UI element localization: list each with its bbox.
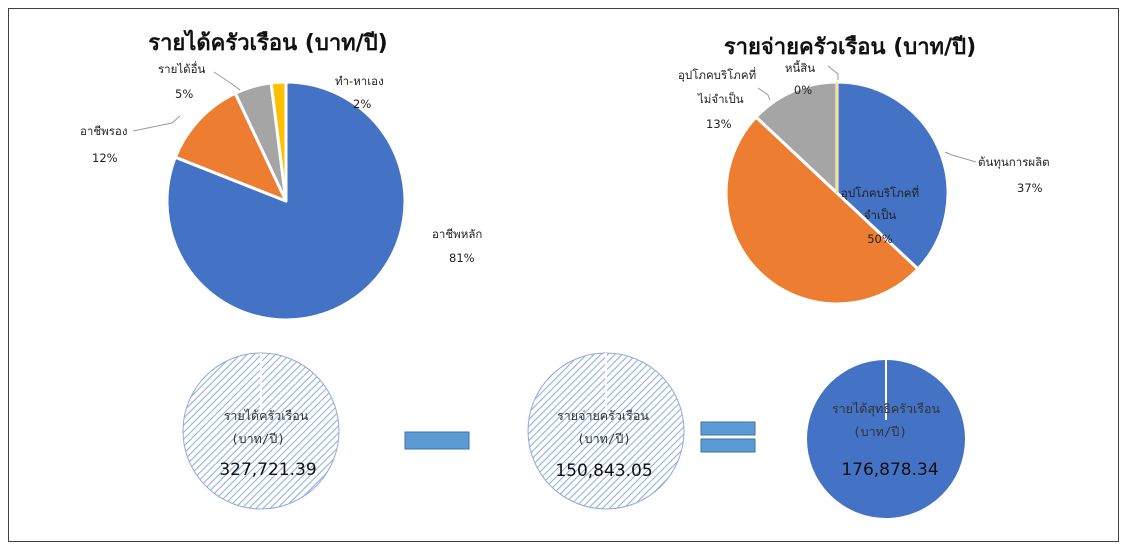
expense-necessary-label-1: อุปโภคบริโภคที่ <box>841 185 919 200</box>
income-secondary-label: อาชีพรอง <box>80 124 127 138</box>
income-main-pct: 81% <box>449 251 475 265</box>
expense-necessary-pct: 50% <box>867 232 893 246</box>
income-pie-slice-4 <box>269 80 288 203</box>
income-main-label: อาชีพหลัก <box>432 227 482 241</box>
net-circle-shape <box>807 360 965 518</box>
expense-pie-slice-2 <box>724 115 920 306</box>
income-circle-label-2: (บาท/ปี) <box>231 431 285 446</box>
income-other-leader <box>213 71 241 91</box>
expense-cost-label: ต้นทุนการผลิต <box>978 155 1050 169</box>
expense-cost-leader <box>944 151 977 163</box>
expense-circle-label-2: (บาท/ปี) <box>577 431 631 446</box>
income-pie-slice-1 <box>165 80 407 322</box>
income-circle-value: 327,721.39 <box>219 460 316 480</box>
expense-debt-pct: 0% <box>794 83 812 97</box>
income-total-circle: รายได้ครัวเรือน (บาท/ปี) 327,721.39 <box>182 352 340 510</box>
expense-debt-label: หนี้สิน <box>785 60 815 75</box>
expense-necessary-label-2: จำเป็น <box>864 207 896 222</box>
expense-circle-value: 150,843.05 <box>555 461 652 481</box>
income-chart-title: รายได้ครัวเรือน (บาท/ปี) <box>148 29 387 56</box>
income-secondary-pct: 12% <box>92 151 118 165</box>
expense-unnecessary-label-1: อุปโภคบริโภคที่ <box>678 67 756 82</box>
income-self-made-label: ทำ-หาเอง <box>335 74 384 88</box>
equals-bar-top <box>700 421 756 436</box>
expense-circle-label-1: รายจ่ายครัวเรือน <box>557 408 649 423</box>
equals-sign-icon <box>700 421 756 453</box>
expense-pie-slice-1 <box>835 80 950 271</box>
expense-pie-labels: ต้นทุนการผลิต 37% อุปโภคบริโภคที่ จำเป็น… <box>678 60 1050 246</box>
net-circle-label-2: (บาท/ปี) <box>853 424 907 439</box>
expense-pie-slice-3 <box>754 80 839 195</box>
income-secondary-leader <box>132 115 181 132</box>
income-pie <box>165 80 407 322</box>
net-circle-value: 176,878.34 <box>841 460 938 480</box>
income-other-pct: 5% <box>175 87 193 101</box>
expense-unnecessary-label-2: ไม่จำเป็น <box>697 91 744 106</box>
net-total-circle: รายได้สุทธิครัวเรือน (บาท/ปี) 176,878.34 <box>807 360 965 518</box>
expense-chart-title: รายจ่ายครัวเรือน (บาท/ปี) <box>724 35 976 60</box>
income-pie-labels: อาชีพหลัก 81% อาชีพรอง 12% รายได้อื่น 5%… <box>80 61 482 265</box>
expense-unnecessary-leader <box>757 87 771 101</box>
minus-sign-icon <box>404 431 470 450</box>
expense-debt-leader <box>827 65 839 80</box>
expense-unnecessary-pct: 13% <box>706 117 732 131</box>
income-self-made-pct: 2% <box>353 97 371 111</box>
equals-bar-bottom <box>700 438 756 453</box>
income-circle-label-1: รายได้ครัวเรือน <box>224 408 309 423</box>
expense-cost-pct: 37% <box>1017 181 1043 195</box>
income-other-label: รายได้อื่น <box>158 61 206 76</box>
net-circle-label-1: รายได้สุทธิครัวเรือน <box>832 401 941 417</box>
expense-pie <box>724 80 950 306</box>
income-pie-slice-2 <box>173 91 288 203</box>
expense-total-circle: รายจ่ายครัวเรือน (บาท/ปี) 150,843.05 <box>527 352 685 510</box>
